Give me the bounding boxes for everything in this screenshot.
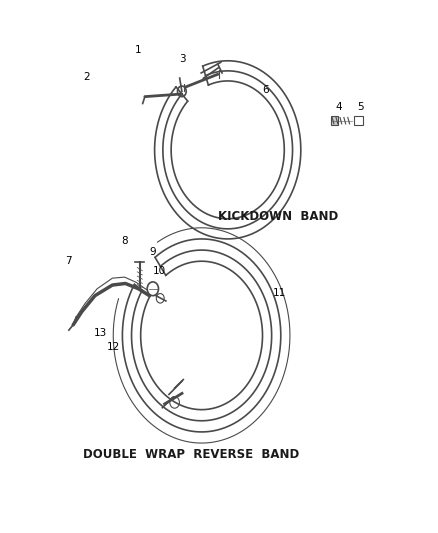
Text: 13: 13 — [94, 328, 107, 338]
Text: 2: 2 — [83, 71, 89, 82]
Text: 3: 3 — [179, 54, 185, 63]
Bar — [354, 116, 364, 125]
Text: 10: 10 — [152, 266, 166, 276]
Text: 1: 1 — [135, 45, 142, 55]
Text: DOUBLE  WRAP  REVERSE  BAND: DOUBLE WRAP REVERSE BAND — [83, 448, 299, 461]
Text: 11: 11 — [273, 288, 286, 298]
Text: 12: 12 — [107, 342, 120, 352]
Text: 9: 9 — [149, 247, 156, 257]
Text: KICKDOWN  BAND: KICKDOWN BAND — [218, 209, 338, 223]
Text: 7: 7 — [66, 256, 72, 266]
Text: 5: 5 — [357, 102, 364, 112]
Text: 6: 6 — [263, 85, 269, 95]
Bar — [331, 116, 338, 125]
Text: 4: 4 — [336, 102, 342, 112]
Text: 8: 8 — [121, 236, 128, 246]
